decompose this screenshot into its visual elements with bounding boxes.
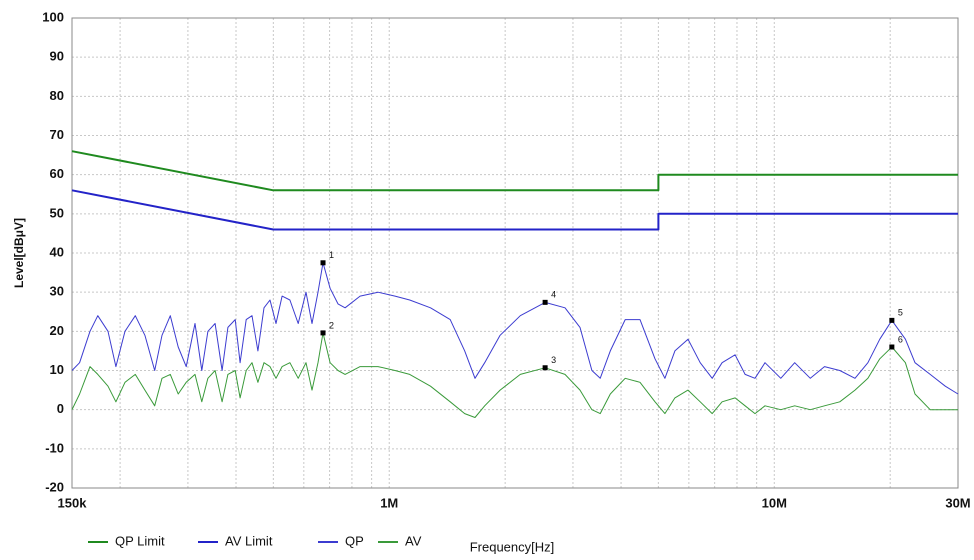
marker-label: 2	[329, 320, 334, 330]
legend-label: AV Limit	[225, 533, 273, 548]
marker-label: 5	[898, 308, 903, 318]
legend-label: QP Limit	[115, 533, 165, 548]
y-tick-label: -20	[45, 479, 64, 494]
legend-label: QP	[345, 533, 364, 548]
x-tick-label: 1M	[380, 495, 398, 510]
marker	[320, 330, 326, 336]
marker	[320, 260, 326, 266]
x-tick-label: 30M	[945, 495, 970, 510]
x-tick-label: 150k	[58, 495, 88, 510]
y-tick-label: 0	[57, 401, 64, 416]
marker-label: 3	[551, 355, 556, 365]
y-tick-label: 20	[50, 323, 64, 338]
y-tick-label: 70	[50, 127, 64, 142]
marker-label: 1	[329, 250, 334, 260]
y-tick-label: 80	[50, 88, 64, 103]
x-tick-label: 10M	[762, 495, 787, 510]
series-line	[71, 189, 958, 231]
marker	[889, 317, 895, 323]
series-line	[71, 150, 958, 192]
y-tick-label: 50	[50, 205, 64, 220]
y-tick-label: 40	[50, 244, 64, 259]
x-axis-label: Frequency[Hz]	[470, 539, 555, 554]
y-axis-label: Level[dBμV]	[12, 218, 26, 288]
marker	[542, 365, 548, 371]
y-tick-label: 30	[50, 284, 64, 299]
legend-label: AV	[405, 533, 422, 548]
y-tick-label: 10	[50, 362, 64, 377]
series-line	[71, 262, 959, 395]
plot-frame	[71, 17, 959, 489]
y-tick-label: 60	[50, 166, 64, 181]
series-line	[71, 332, 958, 418]
y-tick-label: 100	[42, 9, 64, 24]
y-tick-label: -10	[45, 440, 64, 455]
marker-label: 4	[551, 290, 556, 300]
marker	[542, 299, 548, 305]
y-tick-label: 90	[50, 49, 64, 64]
marker-label: 6	[898, 334, 903, 344]
marker	[889, 344, 895, 350]
